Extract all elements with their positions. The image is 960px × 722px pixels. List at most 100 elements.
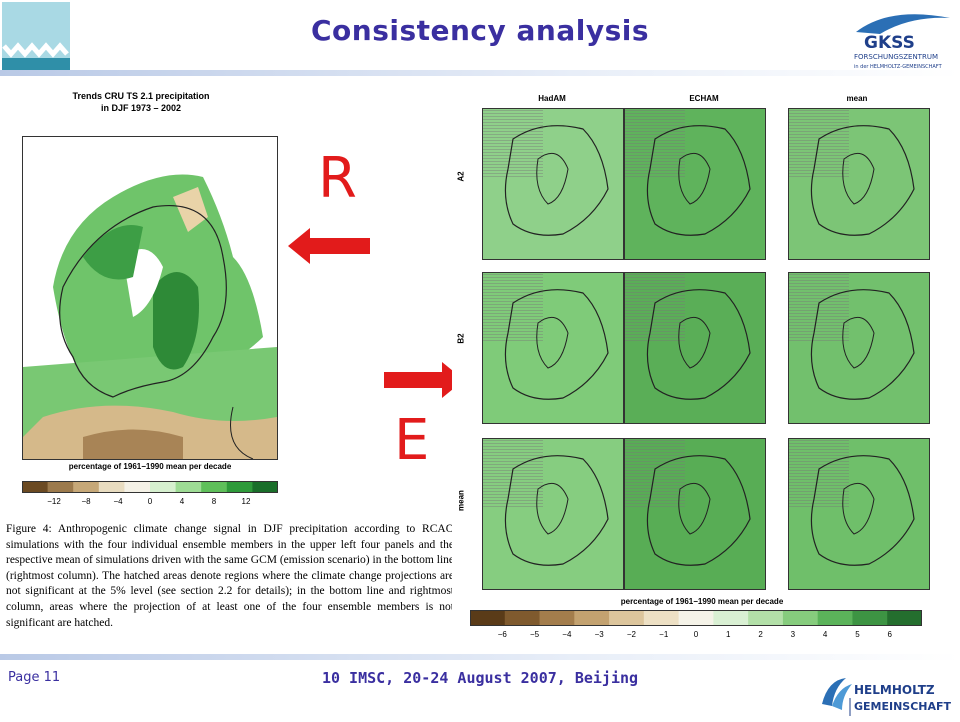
map-panel-drawing xyxy=(789,273,929,423)
colorbar-swatch xyxy=(852,610,888,626)
colorbar-swatch xyxy=(887,610,923,626)
map-panel-drawing xyxy=(483,109,623,259)
map-panel xyxy=(788,272,930,424)
left-colorbar-ticks: −12 −8 −4 0 4 8 12 xyxy=(22,497,278,509)
colorbar-swatch xyxy=(470,610,506,626)
colorbar-swatch xyxy=(574,610,610,626)
map-panel xyxy=(624,438,766,590)
svg-text:FORSCHUNGSZENTRUM: FORSCHUNGSZENTRUM xyxy=(854,53,938,61)
colorbar-swatch xyxy=(782,610,819,626)
figure-caption: Figure 4: Anthropogenic climate change s… xyxy=(6,523,454,629)
colorbar-tick-label: −5 xyxy=(530,630,540,639)
map-panel xyxy=(482,272,624,424)
map-panel xyxy=(788,108,930,260)
svg-text:GKSS: GKSS xyxy=(864,33,915,53)
left-colorbar-label: percentage of 1961−1990 mean per decade xyxy=(68,462,232,471)
col-header-hadam: HadAM xyxy=(538,94,566,103)
colorbar-frame xyxy=(22,481,278,493)
slide-title: Consistency analysis xyxy=(310,14,650,47)
map-panel-drawing xyxy=(625,439,765,589)
page-number: Page 11 xyxy=(8,670,61,685)
left-title-line1: Trends CRU TS 2.1 precipitation xyxy=(72,91,210,101)
colorbar-swatch xyxy=(226,481,253,493)
svg-text:GEMEINSCHAFT: GEMEINSCHAFT xyxy=(854,700,952,713)
svg-text:in der HELMHOLTZ-GEMEINSCHAFT: in der HELMHOLTZ-GEMEINSCHAFT xyxy=(854,64,943,70)
left-figure-title: Trends CRU TS 2.1 precipitation in DJF 1… xyxy=(26,90,256,114)
map-panel xyxy=(482,438,624,590)
map-panel-drawing xyxy=(483,439,623,589)
label-e: E xyxy=(394,408,430,473)
right-arrow xyxy=(384,362,464,398)
wave-logo xyxy=(2,2,70,70)
conference-info: 10 IMSC, 20-24 August 2007, Beijing xyxy=(321,669,639,687)
col-header-mean: mean xyxy=(846,94,868,103)
colorbar-frame xyxy=(470,610,922,626)
colorbar-tick-label: 1 xyxy=(726,630,731,639)
gkss-logo: GKSS FORSCHUNGSZENTRUM in der HELMHOLTZ-… xyxy=(850,8,960,74)
colorbar-swatch xyxy=(678,610,714,626)
colorbar-tick-label: 4 xyxy=(179,497,185,506)
colorbar-swatch xyxy=(47,481,74,493)
colorbar-swatch xyxy=(175,481,202,493)
left-colorbar: −12 −8 −4 0 4 8 12 xyxy=(22,478,279,509)
colorbar-tick-label: 6 xyxy=(887,630,892,639)
observed-precip-map xyxy=(22,136,278,460)
row-header-b2: B2 xyxy=(456,333,466,344)
colorbar-swatch xyxy=(609,610,645,626)
colorbar-tick-label: −4 xyxy=(562,630,572,639)
colorbar-tick-label: 2 xyxy=(758,630,763,639)
label-r: R xyxy=(318,146,357,211)
colorbar-swatch xyxy=(22,481,49,493)
map-panel-drawing xyxy=(789,109,929,259)
colorbar-tick-label: 0 xyxy=(147,497,153,506)
map-panel xyxy=(624,272,766,424)
row-header-a2: A2 xyxy=(456,171,466,182)
right-arrow-shape xyxy=(384,362,464,398)
colorbar-swatch xyxy=(539,610,575,626)
map-panel-drawing xyxy=(625,109,765,259)
map-panel xyxy=(482,108,624,260)
colorbar-tick-label: −4 xyxy=(113,497,123,506)
map-panel-drawing xyxy=(625,273,765,423)
colorbar-tick-label: −6 xyxy=(497,630,507,639)
colorbar-swatch xyxy=(643,610,680,626)
colorbar-tick-label: 4 xyxy=(822,630,828,639)
colorbar-swatch xyxy=(252,481,279,493)
colorbar-tick-label: 8 xyxy=(211,497,217,506)
colorbar-tick-label: −1 xyxy=(659,630,669,639)
right-colorbar: −6 −5 −4 −3 −2 −1 0 1 2 3 4 5 6 xyxy=(470,610,923,642)
header-divider xyxy=(0,70,960,76)
left-arrow-shape xyxy=(288,228,370,264)
colorbar-swatch xyxy=(201,481,228,493)
colorbar-swatch xyxy=(817,610,853,626)
left-colorbar-swatches xyxy=(22,481,279,493)
colorbar-swatch xyxy=(98,481,125,493)
right-colorbar-ticks: −6 −5 −4 −3 −2 −1 0 1 2 3 4 5 6 xyxy=(470,630,922,642)
row-header-mean: mean xyxy=(456,490,466,511)
colorbar-tick-label: 5 xyxy=(855,630,860,639)
colorbar-swatch xyxy=(73,481,100,493)
colorbar-swatch xyxy=(748,610,784,626)
colorbar-tick-label: −12 xyxy=(47,497,61,506)
observed-trend-figure: Trends CRU TS 2.1 precipitation in DJF 1… xyxy=(8,90,279,510)
colorbar-swatch xyxy=(713,610,749,626)
map-panel-drawing xyxy=(483,273,623,423)
colorbar-tick-label: −8 xyxy=(81,497,91,506)
colorbar-swatch xyxy=(150,481,177,493)
map-panel xyxy=(624,108,766,260)
footer-divider xyxy=(0,654,960,660)
svg-text:HELMHOLTZ: HELMHOLTZ xyxy=(854,683,935,697)
colorbar-tick-label: −2 xyxy=(626,630,636,639)
helmholtz-logo: HELMHOLTZ GEMEINSCHAFT xyxy=(818,674,960,718)
colorbar-swatch xyxy=(124,481,151,493)
scenario-grid-figure: HadAM ECHAM mean A2 B2 mean percentage o… xyxy=(452,88,930,654)
right-colorbar-swatches xyxy=(470,610,923,626)
colorbar-tick-label: 12 xyxy=(241,497,251,506)
left-title-line2: in DJF 1973 – 2002 xyxy=(100,103,182,113)
colorbar-tick-label: −3 xyxy=(594,630,604,639)
map-panel xyxy=(788,438,930,590)
col-header-echam: ECHAM xyxy=(689,94,719,103)
left-arrow xyxy=(288,228,370,264)
right-colorbar-label: percentage of 1961−1990 mean per decade xyxy=(620,597,784,606)
colorbar-swatch xyxy=(504,610,541,626)
